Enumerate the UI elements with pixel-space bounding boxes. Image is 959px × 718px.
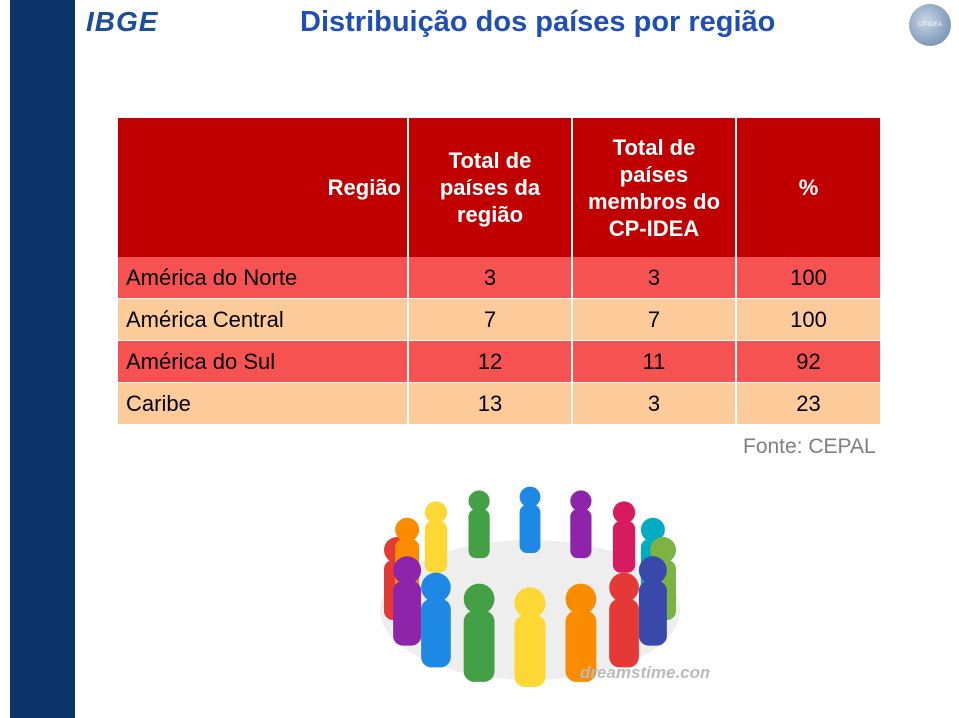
sidebar [10,0,75,718]
figure-body [514,615,546,687]
table-cell: América Central [118,298,409,341]
table-cell: 92 [736,340,880,383]
table-cell: 3 [408,257,573,299]
figure-head [519,486,541,508]
table-cell: 3 [572,257,737,299]
table-row: América do Sul 12 11 92 [118,340,880,383]
figure-body [609,598,639,668]
table: Região Total de países da região Total d… [118,118,880,425]
table-row: América Central 7 7 100 [118,298,880,341]
figure-head [395,517,420,542]
figure-head [424,501,448,524]
badge: CP-IDEA [909,4,951,46]
logo: IBGE [86,6,159,37]
table-cell: América do Norte [118,257,409,299]
figure-head [650,537,676,563]
header-row: Região Total de países da região Total d… [118,118,880,257]
figure-head [468,490,490,512]
table-row: Caribe 13 3 23 [118,382,880,425]
figure-head [421,572,451,603]
column-header: Total de países da região [408,118,573,257]
figure-body [570,509,592,559]
table-cell: 7 [572,298,737,341]
figure-head [514,587,546,619]
figure-head [393,556,422,585]
figure-body [424,521,448,573]
figure-head [638,556,667,585]
source: Fonte: CEPAL [743,435,876,458]
figure-body [519,505,541,553]
figure-head [565,583,597,615]
table-cell: 23 [736,382,880,425]
figure-body [612,521,636,573]
table-cell: 13 [408,382,573,425]
watermark: dreamstime.com [580,663,710,682]
figure-body [638,581,667,646]
figure-head [640,517,665,542]
table-row: América do Norte 3 3 100 [118,257,880,299]
title: Distribuição dos países por região [300,6,776,38]
table-cell: 100 [736,298,880,341]
figure-body [565,610,597,682]
figure-head [612,501,636,524]
figure-body [421,598,451,668]
figure-body [393,581,422,646]
figure-head [570,490,592,512]
people-image: dreamstime.com [380,486,710,687]
table-cell: 7 [408,298,573,341]
table-cell: 100 [736,257,880,299]
table-cell: 11 [572,340,737,383]
column-header: Região [118,118,409,257]
table-cell: América do Sul [118,340,409,383]
table-cell: 12 [408,340,573,383]
table-cell: 3 [572,382,737,425]
column-header: % [736,118,880,257]
table-cell: Caribe [118,382,409,425]
figure-body [468,509,490,559]
figure-body [463,610,495,682]
column-header: Total de países membros do CP-IDEA [572,118,737,257]
figure-head [463,583,495,615]
figure-head [609,572,639,603]
